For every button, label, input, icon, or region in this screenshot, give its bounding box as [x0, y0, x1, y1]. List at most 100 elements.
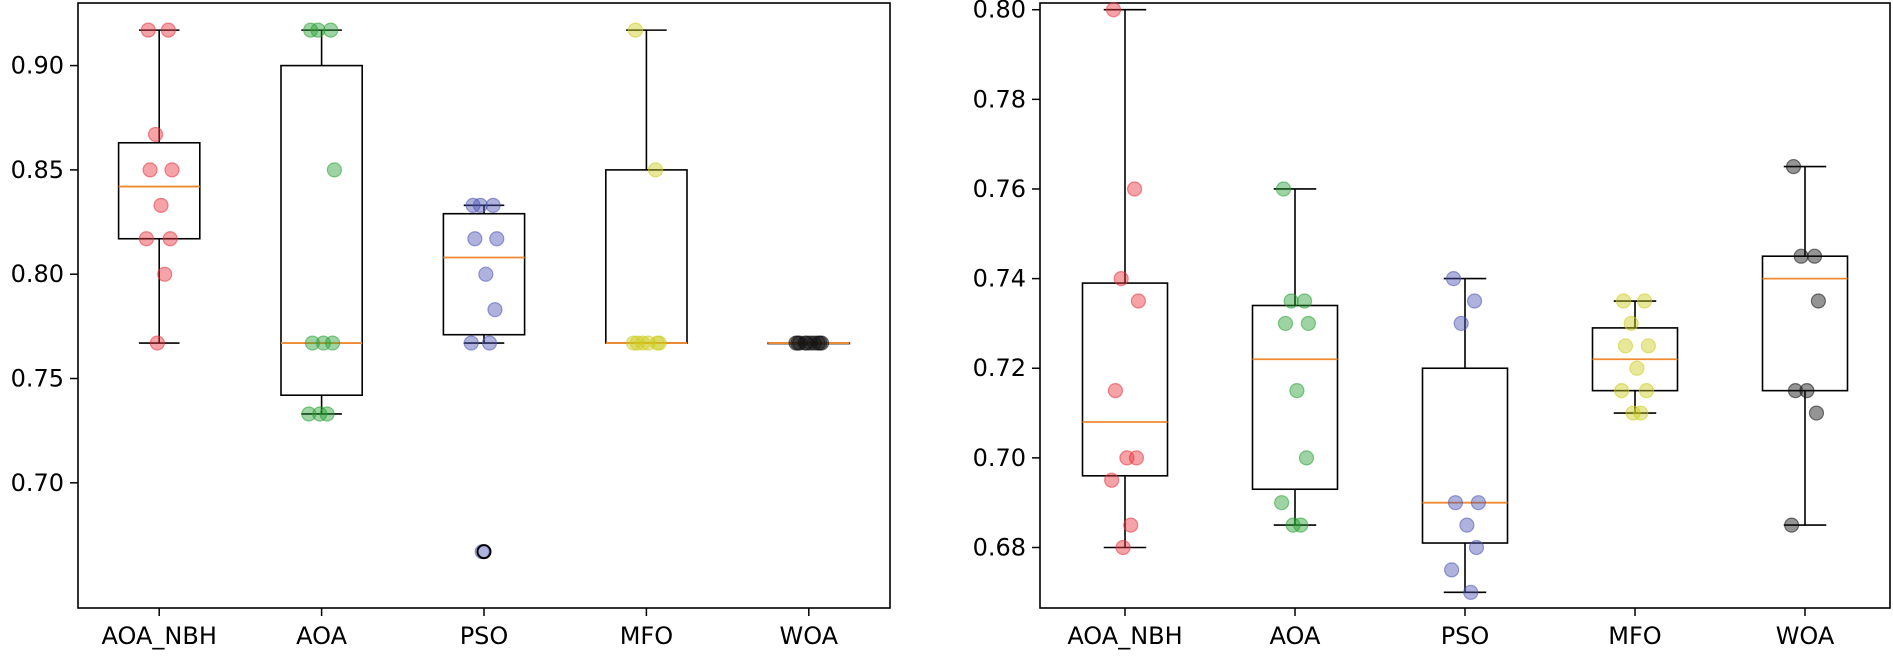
data-point-pso-5 — [478, 266, 494, 282]
x-tick-label-aoa-nbh: AOA_NBH — [1067, 622, 1182, 650]
data-point-aoa-nbh-1 — [160, 22, 176, 38]
data-point-mfo-6 — [649, 335, 665, 351]
data-point-aoa-nbh-2 — [1113, 271, 1129, 287]
box-group-aoa — [1251, 181, 1339, 533]
data-point-aoa-nbh-6 — [1128, 450, 1145, 466]
data-point-woa-4 — [1787, 383, 1804, 399]
box-aoa-nbh — [117, 141, 201, 240]
x-tick-label-mfo: MFO — [620, 622, 673, 650]
box-aoa — [1251, 304, 1339, 491]
x-tick-label-woa: WOA — [1776, 622, 1835, 650]
data-point-aoa-nbh-7 — [138, 231, 155, 247]
data-point-pso-1 — [485, 197, 501, 213]
data-point-aoa-6 — [1298, 450, 1315, 466]
data-point-mfo-3 — [1640, 338, 1656, 354]
data-point-mfo-0 — [1615, 293, 1632, 309]
box-pso — [442, 212, 526, 336]
box-aoa-nbh — [1081, 282, 1169, 477]
box-group-mfo — [604, 22, 688, 351]
data-point-aoa-nbh-6 — [162, 231, 178, 247]
data-point-mfo-1 — [1636, 293, 1653, 309]
data-point-aoa-2 — [310, 22, 326, 38]
box-woa — [1761, 255, 1849, 392]
data-point-aoa-nbh-3 — [1130, 293, 1146, 309]
y-tick-label-1: 0.70 — [973, 444, 1026, 472]
data-point-pso-2 — [472, 197, 488, 213]
data-point-pso-6 — [1468, 539, 1485, 556]
data-point-pso-7 — [1444, 562, 1460, 578]
y-tick-label-2: 0.80 — [11, 260, 64, 288]
box-pso — [1421, 367, 1509, 544]
data-point-woa-6 — [1808, 405, 1825, 421]
data-point-aoa-4 — [304, 335, 321, 351]
y-tick-label-2: 0.72 — [973, 354, 1026, 382]
data-point-aoa-7 — [1274, 495, 1290, 511]
data-point-aoa-nbh-8 — [157, 266, 173, 282]
box-group-pso — [1421, 271, 1509, 600]
left-box-plot: 0.70 0.75 0.80 0.85 0.90 AOA_NBH AOA PSO MFO WOA — [11, 2, 891, 650]
data-point-woa-9 — [799, 335, 815, 351]
box-group-pso — [442, 197, 526, 560]
y-tick-label-5: 0.78 — [973, 85, 1026, 113]
y-tick-label-6: 0.80 — [973, 0, 1026, 24]
data-point-aoa-nbh-8 — [1123, 517, 1139, 533]
y-tick-label-4: 0.90 — [11, 52, 64, 80]
x-tick-label-mfo: MFO — [1608, 622, 1661, 650]
data-point-mfo-9 — [1625, 405, 1641, 421]
data-point-woa-2 — [1793, 248, 1809, 264]
y-tick-label-0: 0.68 — [973, 534, 1026, 562]
data-point-mfo-5 — [1629, 360, 1645, 376]
data-point-aoa-nbh-3 — [164, 162, 180, 178]
data-point-aoa-nbh-9 — [149, 335, 165, 351]
data-point-woa-1 — [1806, 248, 1823, 264]
data-point-pso-3 — [489, 231, 505, 247]
data-point-pso-8 — [481, 335, 498, 351]
y-tick-label-1: 0.75 — [11, 365, 64, 393]
box-group-woa — [767, 335, 851, 351]
box-group-aoa-nbh — [1081, 2, 1169, 556]
y-tick-label-3: 0.85 — [11, 156, 64, 184]
data-point-pso-6 — [487, 302, 503, 318]
data-point-woa-0 — [1785, 158, 1802, 175]
y-tick-label-4: 0.76 — [973, 175, 1026, 203]
data-point-aoa-nbh-0 — [1105, 2, 1122, 18]
data-point-aoa-nbh-1 — [1126, 181, 1143, 197]
data-point-aoa-1 — [323, 22, 339, 38]
box-group-woa — [1761, 158, 1849, 533]
data-point-aoa-nbh-7 — [1104, 472, 1120, 488]
data-point-mfo-7 — [1614, 383, 1630, 399]
data-point-aoa-8 — [1293, 517, 1309, 533]
x-tick-label-pso: PSO — [1441, 622, 1490, 650]
x-tick-label-aoa-nbh: AOA_NBH — [102, 622, 217, 650]
data-point-aoa-9 — [1285, 517, 1301, 533]
data-point-aoa-nbh-4 — [142, 162, 158, 178]
data-point-woa-7 — [788, 335, 804, 351]
data-point-aoa-nbh-5 — [153, 197, 169, 213]
data-point-aoa-6 — [324, 335, 341, 351]
box-aoa — [280, 64, 363, 397]
data-point-aoa-5 — [1289, 383, 1305, 399]
flier-pso-0 — [476, 544, 492, 560]
data-point-woa-3 — [1810, 293, 1826, 309]
box-group-aoa — [280, 22, 363, 422]
data-point-pso-4 — [1447, 495, 1464, 511]
x-tick-label-pso: PSO — [460, 622, 509, 650]
data-point-aoa-0 — [1275, 181, 1292, 197]
data-point-aoa-9 — [312, 406, 328, 422]
data-point-woa-5 — [1799, 383, 1815, 399]
x-tick-label-aoa: AOA — [1270, 622, 1321, 650]
data-point-aoa-4 — [1277, 315, 1294, 332]
data-point-pso-1 — [1466, 293, 1483, 309]
data-point-pso-0 — [1445, 271, 1462, 287]
data-point-mfo-1 — [647, 162, 664, 178]
box-mfo — [604, 169, 688, 344]
data-point-mfo-8 — [1633, 405, 1649, 421]
data-point-aoa-nbh-2 — [147, 126, 164, 143]
data-point-woa-7 — [1784, 517, 1800, 533]
box-group-mfo — [1591, 293, 1679, 421]
data-point-mfo-6 — [1638, 383, 1655, 399]
data-point-aoa-nbh-9 — [1115, 539, 1131, 556]
x-tick-label-aoa: AOA — [296, 622, 347, 650]
data-point-aoa-3 — [1300, 315, 1316, 332]
